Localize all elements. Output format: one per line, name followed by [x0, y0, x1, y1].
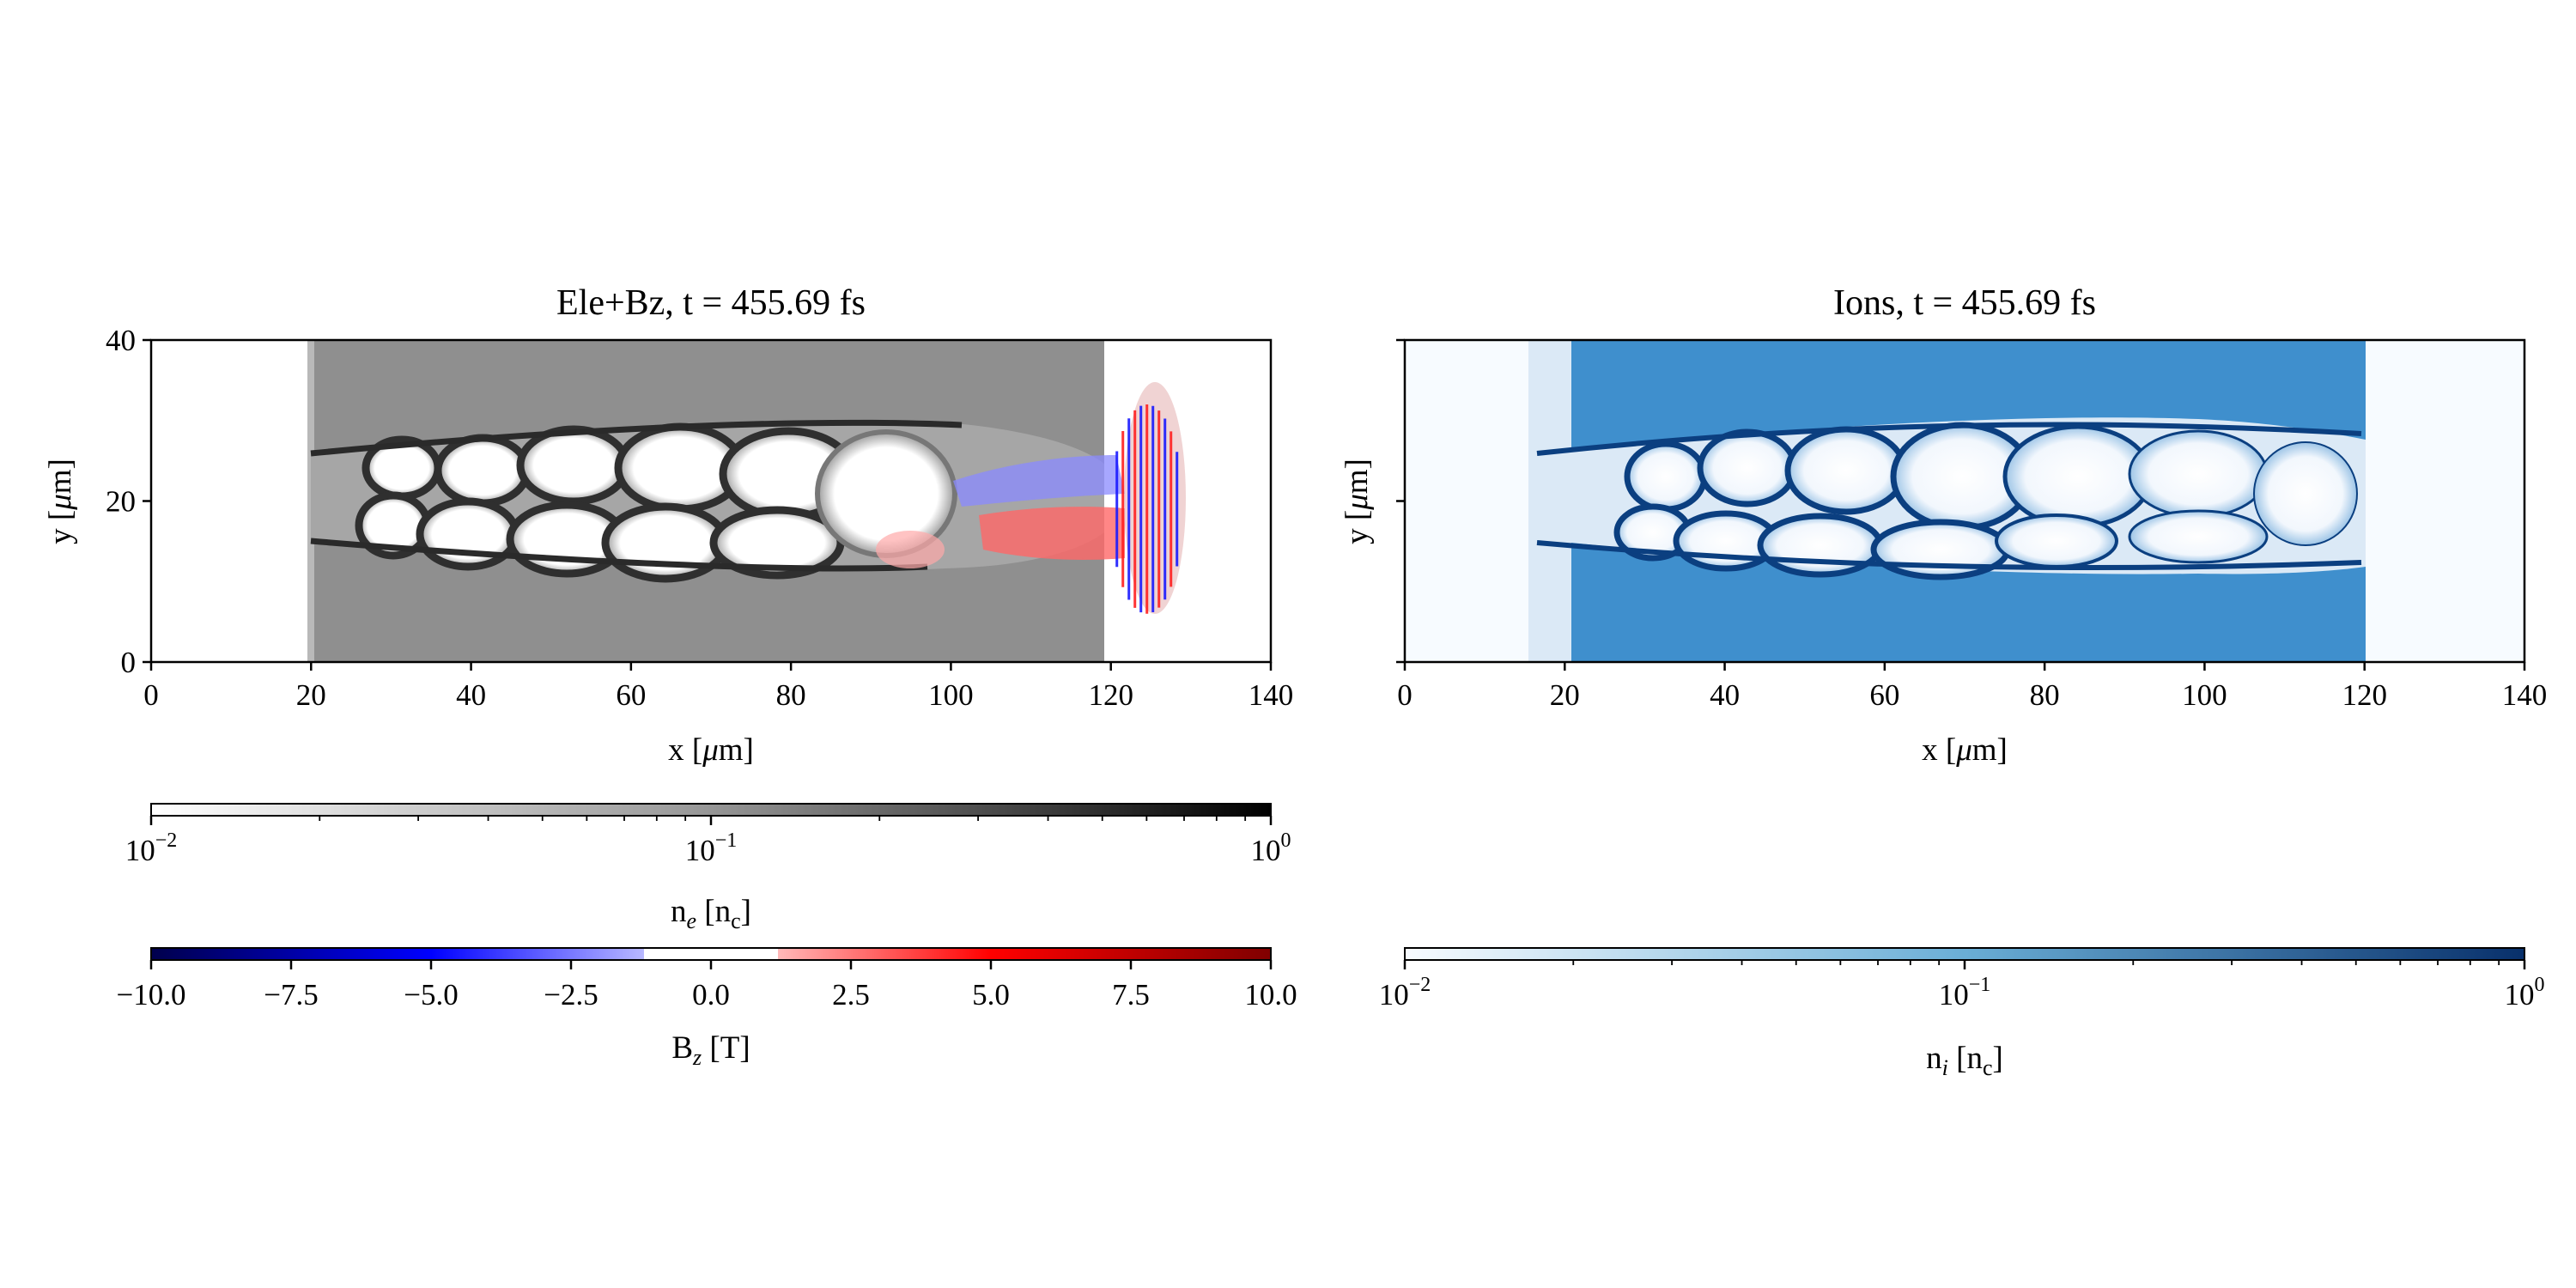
- left-panel-title: Ele+Bz, t = 455.69 fs: [556, 283, 866, 323]
- left-y-axis-title: y [μm]: [43, 459, 78, 544]
- cell: [516, 425, 631, 506]
- cell: [1784, 426, 1908, 515]
- x-tick-label: 20: [296, 678, 326, 712]
- colorbar-ni-ticks: 10−2 10−1 100: [1379, 960, 2545, 1012]
- colorbar-ne-label: ne [nc]: [671, 894, 751, 933]
- colorbar-tick-label: 10.0: [1244, 978, 1297, 1012]
- bz-positive-blob: [876, 531, 945, 568]
- colorbar-ni: 10−2 10−1 100 ni [nc]: [1379, 947, 2545, 1080]
- right-y-ticks: [1396, 338, 1405, 664]
- x-tick-label: 120: [1088, 678, 1133, 712]
- ion-preplasma: [1528, 340, 1571, 662]
- x-tick-label: 80: [776, 678, 806, 712]
- cell: [2128, 509, 2269, 564]
- left-x-ticks: 0 20 40 60 80 100 120 140: [143, 662, 1293, 712]
- x-tick-label: 80: [2030, 678, 2060, 712]
- colorbar-bz-ticks: −10.0 −7.5 −5.0 −2.5 0.0 2.5 5.0 7.5 10.0: [117, 960, 1297, 1012]
- bz-positive-region: [979, 507, 1125, 560]
- colorbar-ne-gradient: [150, 803, 1272, 817]
- electron-cells: [355, 422, 957, 583]
- cell: [1995, 513, 2118, 568]
- colorbar-ni-label: ni [nc]: [1926, 1041, 2003, 1080]
- colorbar-tick-label: 100: [1251, 829, 1291, 867]
- left-y-ticks: 0 20 40: [106, 324, 151, 679]
- upper-wall: [310, 419, 963, 457]
- cell: [2253, 441, 2358, 546]
- left-heatmap: [151, 340, 1271, 662]
- colorbar-tick-label: 10−2: [125, 829, 178, 867]
- right-y-axis-title: y [μm]: [1340, 459, 1375, 544]
- right-heatmap: [1405, 340, 2524, 662]
- right-x-ticks: 0 20 40 60 80 100 120 140: [1397, 662, 2547, 712]
- cell: [1697, 428, 1798, 507]
- cell: [434, 434, 532, 507]
- colorbar-tick-label: −2.5: [544, 978, 598, 1012]
- colorbar-tick-label: 10−1: [685, 829, 738, 867]
- colorbar-tick-label: 100: [2505, 974, 2545, 1012]
- colorbar-tick-label: 5.0: [972, 978, 1010, 1012]
- colorbar-bz: −10.0 −7.5 −5.0 −2.5 0.0 2.5 5.0 7.5 10.0 Bz [T]: [117, 947, 1297, 1070]
- y-tick-label: 40: [106, 324, 136, 357]
- laser-pulse: [1115, 382, 1186, 614]
- colorbar-tick-label: 10−1: [1939, 974, 1991, 1012]
- x-tick-label: 100: [928, 678, 974, 712]
- laser-stripes: [1115, 404, 1179, 614]
- colorbar-tick-label: −5.0: [404, 978, 459, 1012]
- right-panel-title: Ions, t = 455.69 fs: [1833, 283, 2096, 323]
- colorbar-bz-gradient: [150, 947, 1272, 961]
- colorbar-ne-ticks: 10−2 10−1 100: [125, 816, 1291, 867]
- colorbar-tick-label: 2.5: [832, 978, 870, 1012]
- colorbar-tick-label: 0.0: [692, 978, 730, 1012]
- bz-negative-region: [953, 455, 1125, 507]
- x-tick-label: 60: [616, 678, 646, 712]
- right-x-axis-title: x [μm]: [1922, 732, 2008, 768]
- ion-upper-wall: [1536, 422, 2362, 456]
- colorbar-tick-label: 10−2: [1379, 974, 1431, 1012]
- left-x-axis-title: x [μm]: [668, 732, 754, 768]
- x-tick-label: 100: [2182, 678, 2227, 712]
- x-tick-label: 0: [143, 678, 159, 712]
- colorbar-tick-label: 7.5: [1112, 978, 1150, 1012]
- x-tick-label: 140: [1249, 678, 1294, 712]
- y-tick-label: 20: [106, 485, 136, 519]
- lower-wall: [310, 538, 928, 572]
- x-tick-label: 60: [1869, 678, 1899, 712]
- colorbar-ni-gradient: [1404, 947, 2525, 961]
- left-panel: Ele+Bz, t = 455.69 fs: [43, 283, 1293, 768]
- x-tick-label: 40: [456, 678, 486, 712]
- cell: [2128, 429, 2269, 519]
- x-tick-label: 140: [2502, 678, 2548, 712]
- x-tick-label: 120: [2342, 678, 2387, 712]
- colorbar-ne: 10−2 10−1 100 ne [nc]: [125, 803, 1291, 933]
- colorbar-tick-label: −7.5: [264, 978, 319, 1012]
- ion-cells: [1613, 422, 2358, 580]
- x-tick-label: 20: [1550, 678, 1580, 712]
- ion-lower-wall: [1536, 540, 2362, 571]
- colorbar-tick-label: −10.0: [117, 978, 186, 1012]
- x-tick-label: 0: [1397, 678, 1413, 712]
- right-panel: Ions, t = 455.69 fs: [1340, 283, 2547, 768]
- cell: [1624, 440, 1708, 513]
- y-tick-label: 0: [121, 646, 137, 679]
- colorbar-bz-label: Bz [T]: [671, 1030, 750, 1070]
- x-tick-label: 40: [1710, 678, 1740, 712]
